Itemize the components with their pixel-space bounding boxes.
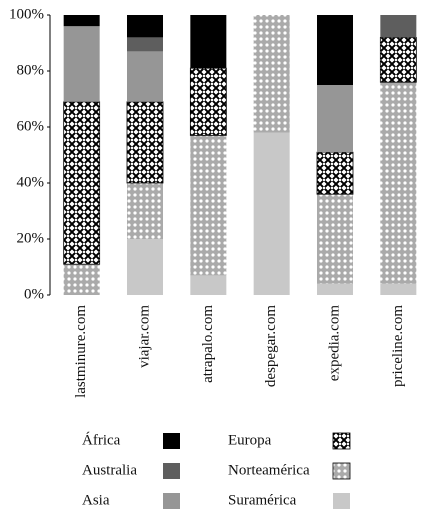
bar-segment: [317, 85, 353, 153]
bar-segment: [63, 15, 100, 27]
bar-segment: [380, 15, 417, 38]
bar-segment: [253, 15, 290, 133]
y-tick-label: 0%: [24, 286, 44, 302]
y-tick-label: 60%: [17, 118, 45, 134]
legend-swatch: [163, 463, 180, 479]
bar-segment: [63, 26, 100, 102]
bar-segment: [127, 15, 163, 38]
bar-segment: [63, 101, 101, 265]
legend-swatch: [332, 462, 351, 480]
y-tick-label: 20%: [17, 230, 45, 246]
bar-segment: [317, 15, 353, 85]
bar-segment: [126, 101, 164, 184]
legend-swatch: [163, 493, 180, 509]
bar-segment: [127, 51, 163, 102]
bar-segment: [127, 239, 163, 295]
bar-segment: [317, 194, 353, 284]
bar-segment: [190, 15, 227, 69]
x-tick-label: viajar.com: [136, 305, 152, 368]
bar-segment: [189, 67, 227, 136]
bar-segment: [63, 264, 100, 295]
legend-label: África: [82, 431, 121, 448]
bar-segment: [316, 151, 354, 195]
x-tick-label: priceline.com: [390, 305, 406, 387]
legend-label: Norteamérica: [228, 462, 310, 478]
bar-segment: [317, 283, 353, 295]
bar-segment: [379, 37, 417, 83]
legend-label: Suramérica: [228, 492, 297, 508]
x-tick-label: expedia.com: [326, 305, 342, 382]
legend-swatch: [333, 493, 350, 509]
y-tick-label: 100%: [9, 6, 44, 22]
bar-segment: [380, 82, 417, 284]
bar-segment: [190, 275, 227, 295]
x-tick-label: atrapalo.com: [200, 305, 216, 383]
y-tick-label: 80%: [17, 62, 45, 78]
x-tick-label: lastminure.com: [73, 305, 89, 398]
bar-segment: [253, 132, 290, 295]
legend-swatch: [163, 433, 180, 449]
legend-label: Australia: [82, 462, 137, 478]
bar-segment: [127, 183, 163, 239]
bar-segment: [127, 37, 163, 52]
legend-swatch: [332, 432, 351, 450]
x-tick-label: despegar.com: [263, 305, 279, 387]
y-tick-label: 40%: [17, 174, 45, 190]
legend-label: Europa: [228, 432, 272, 448]
bar-segment: [380, 283, 417, 295]
bar-segment: [190, 135, 227, 276]
legend-label: Asia: [82, 492, 110, 508]
